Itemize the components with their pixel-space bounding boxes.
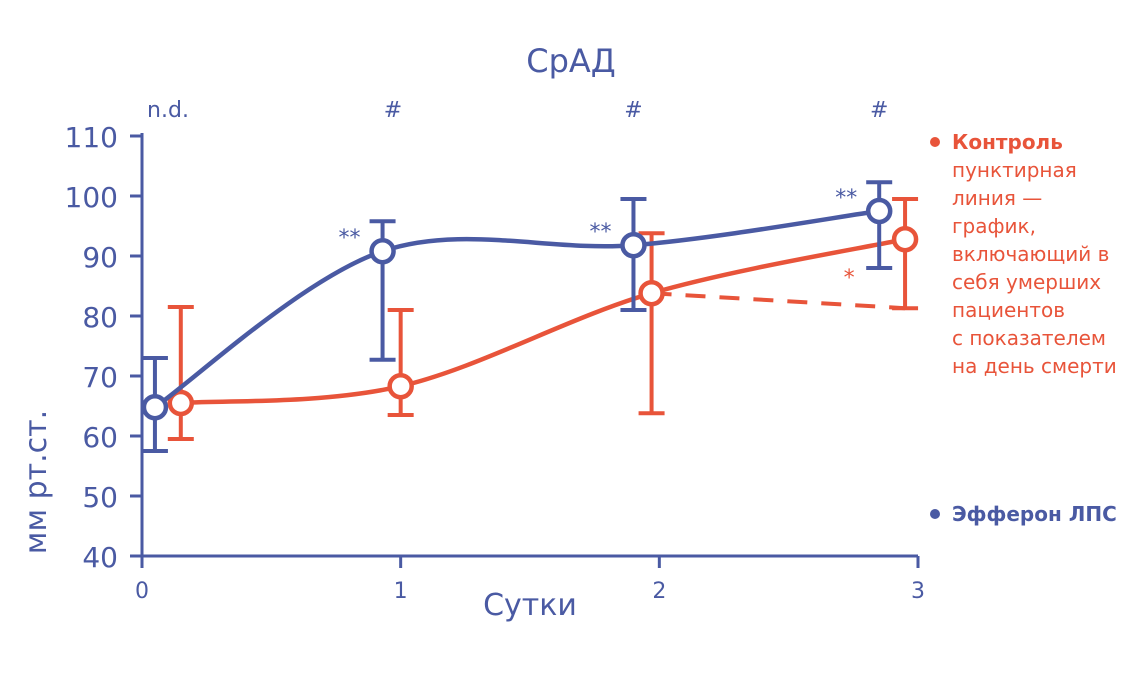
- data-point: [141, 393, 169, 421]
- top-annotation: #: [870, 98, 888, 123]
- x-tick-label: 2: [652, 579, 666, 604]
- legend-control-note-line: с показателем: [952, 326, 1107, 350]
- y-tick-label: 40: [82, 541, 118, 574]
- series-line: [180, 236, 906, 406]
- legend-control-note-line: включающий в: [952, 242, 1110, 266]
- x-tick-label: 0: [135, 579, 149, 604]
- y-tick-label: 50: [82, 481, 118, 514]
- series-0: ** ** **: [141, 180, 893, 453]
- legend-control-dot: [930, 136, 940, 147]
- y-tick-label: 60: [82, 421, 118, 454]
- significance-label: **: [339, 226, 361, 251]
- legend-efferon-title: Эфферон ЛПС: [952, 502, 1117, 526]
- significance-label: **: [835, 186, 857, 211]
- data-point: [387, 372, 414, 400]
- legend-control-note-line: линия —: [952, 186, 1043, 210]
- data-point: [167, 389, 195, 417]
- significance-label: **: [589, 220, 611, 245]
- y-tick-label: 90: [82, 241, 118, 274]
- x-axis-label: Сутки: [483, 588, 577, 623]
- dashed-line: [651, 291, 906, 311]
- chart-title: СрАД: [526, 42, 616, 80]
- legend-efferon-dot: [930, 508, 940, 519]
- legend-efferon: Эфферон ЛПС: [930, 500, 1140, 528]
- top-annotation: #: [384, 98, 402, 123]
- legend-control-note-line: себя умерших: [952, 270, 1102, 294]
- data-point: [620, 231, 647, 259]
- legend-control-title: Контроль: [952, 130, 1063, 154]
- y-tick-label: 100: [65, 181, 118, 214]
- series-1: *: [167, 197, 919, 441]
- x-tick-label: 3: [911, 579, 925, 604]
- top-annotation: n.d.: [147, 98, 189, 123]
- y-axis-label: мм рт.ст.: [19, 410, 54, 554]
- top-annotation: #: [624, 98, 642, 123]
- legend-control-note-line: на день смерти: [952, 354, 1117, 378]
- legend-control-note-line: график,: [952, 214, 1036, 238]
- x-tick-label: 1: [394, 579, 408, 604]
- data-point: [865, 197, 893, 225]
- significance-label: *: [844, 266, 855, 291]
- y-tick-label: 110: [65, 121, 118, 154]
- y-tick-label: 80: [82, 301, 118, 334]
- data-point: [369, 237, 396, 265]
- y-tick-label: 70: [82, 361, 118, 394]
- data-point: [638, 279, 665, 307]
- legend-control-note-line: пациентов: [952, 298, 1065, 322]
- series-line: [153, 208, 880, 410]
- data-point: [891, 225, 919, 253]
- legend-control-note-line: пунктирная: [952, 158, 1077, 182]
- legend-control: Контроль пунктирная линия — график, вклю…: [930, 128, 1140, 380]
